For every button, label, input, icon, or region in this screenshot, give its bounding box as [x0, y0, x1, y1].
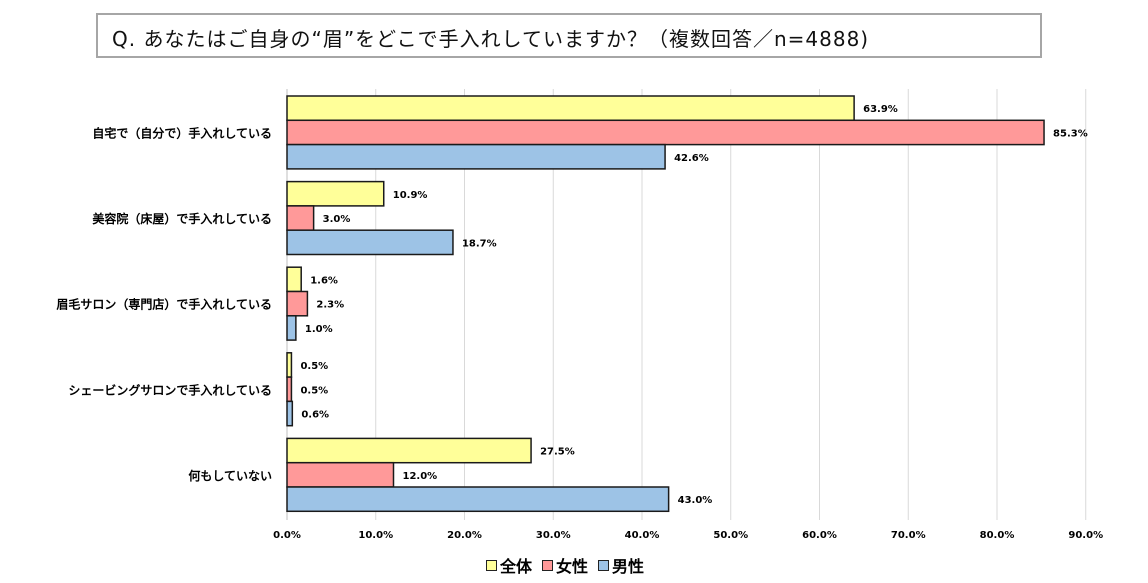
legend-item: 男性 — [598, 553, 644, 577]
legend-label: 男性 — [612, 557, 645, 576]
data-label: 2.3% — [316, 300, 344, 311]
data-label: 1.0% — [305, 324, 333, 335]
legend-swatch — [486, 559, 497, 571]
data-label: 42.6% — [674, 153, 709, 164]
category-label: 眉毛サロン（専門店）で手入れしている — [56, 297, 272, 312]
bar-女性 — [286, 205, 315, 231]
chart-legend: 全体 女性 男性 — [486, 553, 654, 577]
data-label: 12.0% — [403, 471, 438, 482]
bar-男性 — [286, 315, 297, 341]
legend-item: 全体 — [486, 553, 532, 577]
bar-男性 — [286, 229, 454, 256]
bar-全体 — [286, 352, 293, 378]
data-label: 0.5% — [300, 385, 328, 396]
legend-label: 女性 — [556, 557, 589, 576]
bar-女性 — [286, 461, 395, 488]
bar-全体 — [286, 266, 302, 293]
data-label: 1.6% — [310, 275, 338, 286]
data-label: 63.9% — [863, 104, 898, 115]
bar-男性 — [286, 143, 666, 170]
category-label: 美容院（床屋）で手入れしている — [92, 211, 272, 226]
bar-全体 — [286, 95, 855, 122]
data-label: 0.6% — [301, 410, 329, 421]
bar-女性 — [286, 119, 1045, 146]
question-title-box: Q. あなたはご自身の“眉”をどこで手入れしていますか？（複数回答／n=4888… — [96, 13, 1042, 58]
x-tick-label: 20.0% — [447, 530, 482, 541]
x-tick-label: 90.0% — [1068, 530, 1103, 541]
x-tick-label: 70.0% — [891, 530, 926, 541]
bar-女性 — [286, 376, 293, 403]
x-tick-label: 50.0% — [713, 530, 748, 541]
data-label: 3.0% — [323, 214, 351, 225]
data-label: 0.5% — [300, 361, 328, 372]
x-tick-label: 30.0% — [536, 530, 571, 541]
question-title: Q. あなたはご自身の“眉”をどこで手入れしていますか？（複数回答／n=4888… — [112, 27, 870, 51]
x-tick-label: 10.0% — [358, 530, 393, 541]
legend-swatch — [598, 559, 610, 571]
data-label: 18.7% — [462, 238, 497, 249]
x-tick-label: 80.0% — [980, 530, 1015, 541]
data-label: 85.3% — [1053, 128, 1088, 139]
legend-label: 全体 — [500, 557, 533, 576]
data-label: 43.0% — [678, 495, 713, 506]
legend-swatch — [542, 559, 554, 571]
bar-男性 — [286, 486, 670, 513]
x-tick-label: 60.0% — [802, 530, 837, 541]
legend-item: 女性 — [542, 553, 588, 577]
data-label: 10.9% — [393, 190, 428, 201]
category-label: 自宅で（自分で）手入れしている — [92, 125, 272, 140]
data-label: 27.5% — [540, 447, 575, 458]
x-tick-label: 0.0% — [273, 530, 301, 541]
category-label: シェービングサロンで手入れしている — [68, 382, 272, 397]
x-tick-label: 40.0% — [625, 530, 660, 541]
bar-全体 — [286, 180, 385, 207]
bar-女性 — [286, 290, 309, 317]
category-label: 何もしていない — [188, 468, 272, 483]
bar-全体 — [286, 437, 532, 464]
bar-男性 — [286, 400, 294, 427]
